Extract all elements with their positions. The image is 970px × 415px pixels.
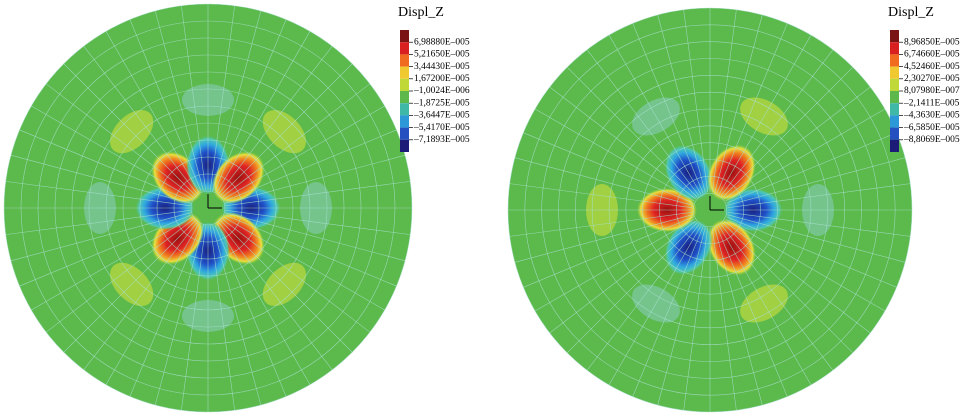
colorbar-swatch: [400, 103, 409, 115]
colorbar-swatch: [400, 140, 409, 152]
legend-label: –1,0024E–006: [413, 86, 470, 96]
disk: [4, 4, 412, 412]
colorbar-swatch: [890, 91, 899, 103]
colorbar-swatch: [400, 30, 409, 42]
legend-label: 8,96850E–005: [904, 37, 960, 47]
legend-label: –6,5850E–005: [903, 123, 960, 133]
legend-title: Displ_Z: [888, 5, 934, 20]
colorbar-swatch: [890, 140, 899, 152]
colorbar-swatch: [890, 79, 899, 91]
colorbar-swatch: [890, 30, 899, 42]
legend-title: Displ_Z: [398, 5, 444, 20]
figure: Displ_Z Displ_Z 6,98880E–005 5,21650E–005…: [0, 0, 970, 415]
colorbar-swatch: [890, 128, 899, 140]
legend-label: 6,74660E–005: [904, 50, 960, 60]
legend-label: –5,4170E–005: [413, 123, 470, 133]
canvas: Displ_Z Displ_Z 6,98880E–005 5,21650E–005…: [0, 0, 970, 415]
legend-label: –1,8725E–005: [413, 98, 470, 108]
colorbar-swatch: [400, 42, 409, 54]
colorbar-swatch: [890, 54, 899, 66]
colorbar-swatch: [890, 42, 899, 54]
legend-label: –8,8069E–005: [903, 135, 960, 145]
legend-label: 5,21650E–005: [414, 50, 470, 60]
legend-label: 6,98880E–005: [414, 37, 470, 47]
colorbar-swatch: [890, 103, 899, 115]
colorbar-swatch: [400, 54, 409, 66]
legend-label: 4,52460E–005: [904, 62, 960, 72]
colorbar-swatch: [890, 115, 899, 127]
legend-label: –7,1893E–005: [413, 135, 470, 145]
colorbar-swatch: [890, 67, 899, 79]
colorbar-swatch: [400, 67, 409, 79]
colorbar-swatch: [400, 115, 409, 127]
colorbar-swatch: [400, 91, 409, 103]
legend-label: –4,3630E–005: [903, 111, 960, 121]
legend-label: –2,1411E–005: [903, 98, 960, 108]
legend-label: 1,67200E–005: [414, 74, 470, 84]
legend-label: –3,6447E–005: [413, 111, 470, 121]
legend-label: 3,44430E–005: [414, 62, 470, 72]
colorbar-swatch: [400, 128, 409, 140]
legend-label: 8,07980E–007: [904, 86, 960, 96]
colorbar-swatch: [400, 79, 409, 91]
legend-label: 2,30270E–005: [904, 74, 960, 84]
disk: [508, 8, 912, 412]
